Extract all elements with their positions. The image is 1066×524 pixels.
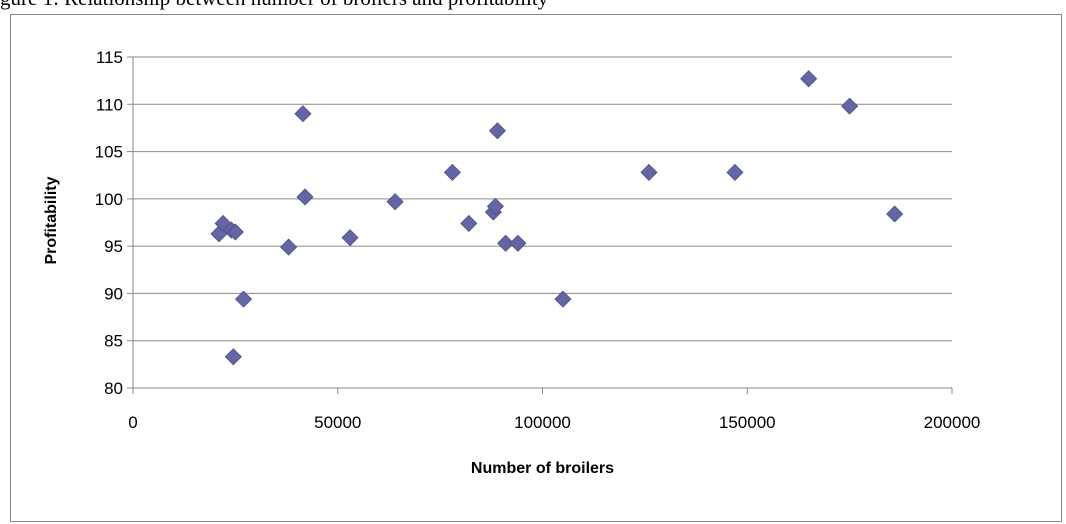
y-tick-label: 105 xyxy=(95,143,123,162)
y-tick-label: 100 xyxy=(95,190,123,209)
data-point xyxy=(280,238,298,256)
y-tick-labels: 80 85 90 95 100 105 110 115 xyxy=(95,48,123,398)
data-point xyxy=(640,163,658,181)
data-point xyxy=(341,229,359,247)
data-point xyxy=(443,163,461,181)
data-point xyxy=(460,214,478,233)
data-point xyxy=(800,70,818,88)
x-axis-title: Number of broilers xyxy=(471,460,614,477)
data-point xyxy=(726,163,744,181)
x-tick-labels: 0 50000 100000 150000 200000 xyxy=(128,413,980,432)
chart-frame xyxy=(10,14,1062,522)
data-point xyxy=(294,105,312,123)
data-point xyxy=(226,223,244,241)
y-tick-label: 115 xyxy=(96,48,123,67)
x-tick-label: 0 xyxy=(128,413,137,432)
figure-caption: gure 1: Relationship between number of b… xyxy=(0,0,1066,11)
data-point xyxy=(488,122,507,140)
data-point xyxy=(296,188,314,206)
data-point xyxy=(841,97,859,115)
y-tick-label: 110 xyxy=(96,95,123,114)
data-point xyxy=(509,234,527,252)
y-tick-label: 80 xyxy=(104,379,123,398)
x-tick-label: 50000 xyxy=(314,413,361,432)
data-point xyxy=(554,290,572,308)
data-point xyxy=(486,197,504,215)
data-point xyxy=(224,348,242,366)
y-axis-title: Profitability xyxy=(43,176,60,264)
x-tick-label: 150000 xyxy=(719,413,776,432)
x-tick-label: 200000 xyxy=(924,413,981,432)
gridlines xyxy=(133,56,952,342)
data-points xyxy=(210,70,904,366)
y-tick-label: 90 xyxy=(104,284,123,303)
axes xyxy=(127,56,953,394)
data-point xyxy=(234,290,253,308)
data-point xyxy=(886,205,904,223)
data-point xyxy=(386,193,404,211)
y-tick-label: 85 xyxy=(104,332,123,351)
y-tick-label: 95 xyxy=(104,237,123,256)
x-tick-label: 100000 xyxy=(514,413,571,432)
data-point xyxy=(497,234,515,252)
